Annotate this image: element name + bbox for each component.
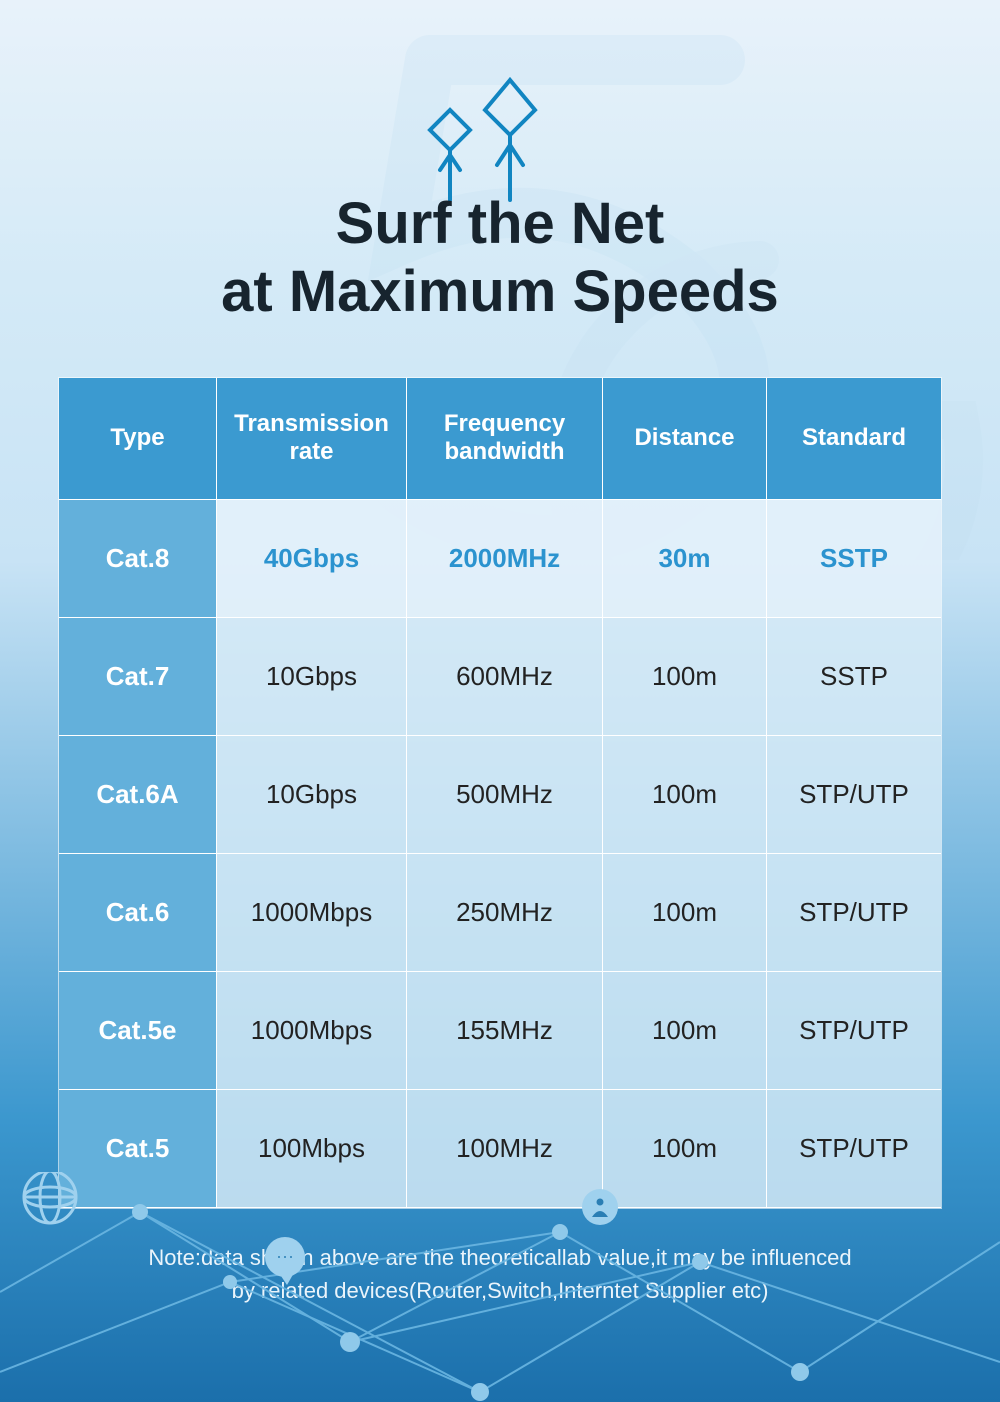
cell-standard: SSTP [767, 500, 941, 618]
cell-type: Cat.8 [59, 500, 217, 618]
cell-distance: 100m [603, 1090, 767, 1208]
cell-transmission: 40Gbps [217, 500, 407, 618]
cell-type: Cat.7 [59, 618, 217, 736]
col-header-type: Type [59, 378, 217, 500]
table-body: Cat.8 40Gbps 2000MHz 30m SSTP Cat.7 10Gb… [59, 500, 941, 1208]
col-header-distance: Distance [603, 378, 767, 500]
cell-distance: 100m [603, 618, 767, 736]
table-header-row: Type Transmission rate Frequency bandwid… [59, 378, 941, 500]
cell-standard: STP/UTP [767, 736, 941, 854]
table-row: Cat.6 1000Mbps 250MHz 100m STP/UTP [59, 854, 941, 972]
cell-frequency: 100MHz [407, 1090, 603, 1208]
cell-distance: 100m [603, 972, 767, 1090]
col-header-frequency: Frequency bandwidth [407, 378, 603, 500]
footnote-line2: by related devices(Router,Switch,Internt… [232, 1278, 769, 1303]
footnote: Note:data shown above are the theoretica… [0, 1241, 1000, 1307]
col-header-standard: Standard [767, 378, 941, 500]
table-row: Cat.6A 10Gbps 500MHz 100m STP/UTP [59, 736, 941, 854]
table-row: Cat.5 100Mbps 100MHz 100m STP/UTP [59, 1090, 941, 1208]
cell-transmission: 10Gbps [217, 736, 407, 854]
cell-transmission: 10Gbps [217, 618, 407, 736]
footnote-line1: Note:data shown above are the theoretica… [148, 1245, 851, 1270]
table-row: Cat.7 10Gbps 600MHz 100m SSTP [59, 618, 941, 736]
cell-transmission: 1000Mbps [217, 972, 407, 1090]
title-line2: at Maximum Speeds [221, 259, 779, 324]
table-row: Cat.5e 1000Mbps 155MHz 100m STP/UTP [59, 972, 941, 1090]
cell-type: Cat.6 [59, 854, 217, 972]
cell-type: Cat.5e [59, 972, 217, 1090]
title-line1: Surf the Net [336, 191, 665, 256]
cell-transmission: 1000Mbps [217, 854, 407, 972]
cell-standard: STP/UTP [767, 972, 941, 1090]
cell-frequency: 250MHz [407, 854, 603, 972]
cell-type: Cat.6A [59, 736, 217, 854]
cell-distance: 30m [603, 500, 767, 618]
page-title: Surf the Net at Maximum Speeds [0, 0, 1000, 327]
table-row: Cat.8 40Gbps 2000MHz 30m SSTP [59, 500, 941, 618]
cell-frequency: 155MHz [407, 972, 603, 1090]
cable-spec-table: Type Transmission rate Frequency bandwid… [58, 377, 942, 1209]
cell-frequency: 500MHz [407, 736, 603, 854]
cell-transmission: 100Mbps [217, 1090, 407, 1208]
cell-type: Cat.5 [59, 1090, 217, 1208]
cell-frequency: 2000MHz [407, 500, 603, 618]
cell-distance: 100m [603, 736, 767, 854]
cell-distance: 100m [603, 854, 767, 972]
cell-standard: SSTP [767, 618, 941, 736]
cell-standard: STP/UTP [767, 1090, 941, 1208]
cell-standard: STP/UTP [767, 854, 941, 972]
cell-frequency: 600MHz [407, 618, 603, 736]
col-header-transmission: Transmission rate [217, 378, 407, 500]
